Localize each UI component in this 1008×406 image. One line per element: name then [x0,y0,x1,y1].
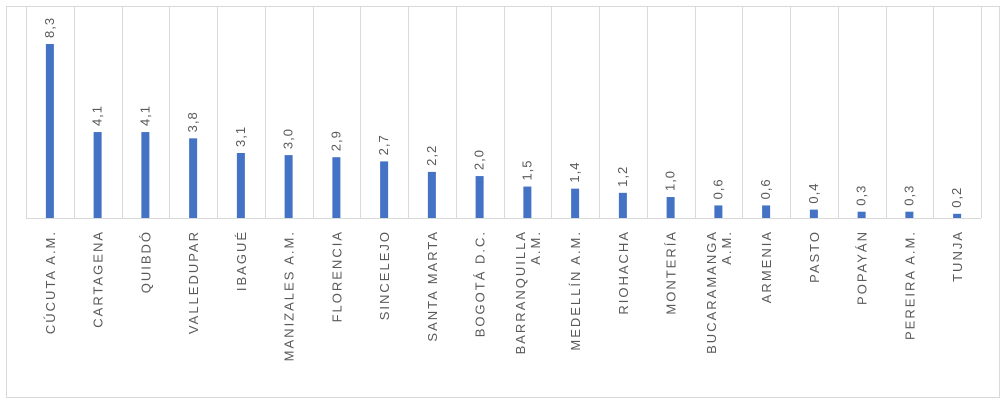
category-label: CARTAGENA [91,230,106,328]
bar [236,153,245,218]
category-labels: CÚCUTA A.M. CARTAGENA QUIBDÓ VALLEDUPAR IBAG… [43,230,965,361]
bar [380,161,389,218]
bar [427,171,436,218]
value-label: 1,5 [519,159,534,180]
value-label: 1,4 [567,162,582,183]
value-label: 4,1 [90,105,105,126]
bar [284,155,293,218]
category-label: A.M. [528,230,543,265]
value-labels: 8,3 4,1 4,1 3,8 3,1 3,0 2,9 2,7 2,2 2,0 1,5 1,4 1,2 1… [42,17,964,208]
category-label: MEDELLÍN A.M. [568,230,583,351]
bar [189,138,198,218]
bar [475,176,484,218]
category-label: TUNJA [950,230,965,282]
bar [618,192,627,218]
bar [857,211,866,218]
bar [571,188,580,218]
value-label: 2,7 [376,134,391,155]
value-label: 1,2 [615,166,630,187]
bar [332,157,341,218]
category-label: SANTA MARTA [425,230,440,342]
bars [45,44,962,218]
bar [809,209,818,218]
value-label: 0,3 [854,185,869,206]
category-label: ARMENIA [759,230,774,303]
category-label: MONTERÍA [664,230,679,315]
value-label: 1,0 [663,170,678,191]
chart-frame: 8,3 4,1 4,1 3,8 3,1 3,0 2,9 2,7 2,2 2,0 1,5 1,4 1,2 1… [6,6,1000,398]
category-label: PEREIRA A.M. [902,230,917,340]
bar [905,211,914,218]
bar [953,213,962,218]
category-label: SINCELEJO [377,230,392,320]
grid-lines [26,7,982,219]
category-label: MANIZALES A.M. [282,230,297,361]
bar [523,186,532,218]
value-label: 2,0 [472,149,487,170]
category-label: VALLEDUPAR [186,230,201,334]
category-label: QUIBDÓ [138,230,153,293]
category-label: BOGOTÁ D.C. [473,230,488,337]
value-label: 0,3 [901,185,916,206]
value-label: 0,2 [949,187,964,208]
value-label: 3,0 [281,128,296,149]
category-label: RIOHACHA [616,230,631,315]
category-label: BUCARAMANGA [704,230,719,354]
category-label: PASTO [807,230,822,283]
value-label: 2,9 [328,130,343,151]
category-label: BARRANQUILLA [513,230,528,354]
bar [141,132,150,218]
category-label: FLORENCIA [329,230,344,322]
category-label: IBAGUÉ [234,230,249,291]
value-label: 3,1 [233,126,248,147]
value-label: 0,6 [710,178,725,199]
value-label: 4,1 [137,105,152,126]
value-label: 0,4 [806,183,821,204]
category-label: A.M. [719,230,734,265]
bar [714,205,723,218]
bar [762,205,771,218]
value-label: 8,3 [42,17,57,38]
bar-chart: 8,3 4,1 4,1 3,8 3,1 3,0 2,9 2,7 2,2 2,0 1,5 1,4 1,2 1… [26,7,982,361]
value-label: 2,2 [424,145,439,166]
bar [45,44,54,218]
bar [93,132,102,218]
value-label: 3,8 [185,111,200,132]
category-label: CÚCUTA A.M. [43,230,58,334]
bar [666,197,675,218]
value-label: 0,6 [758,178,773,199]
category-label: POPAYÁN [855,230,870,305]
